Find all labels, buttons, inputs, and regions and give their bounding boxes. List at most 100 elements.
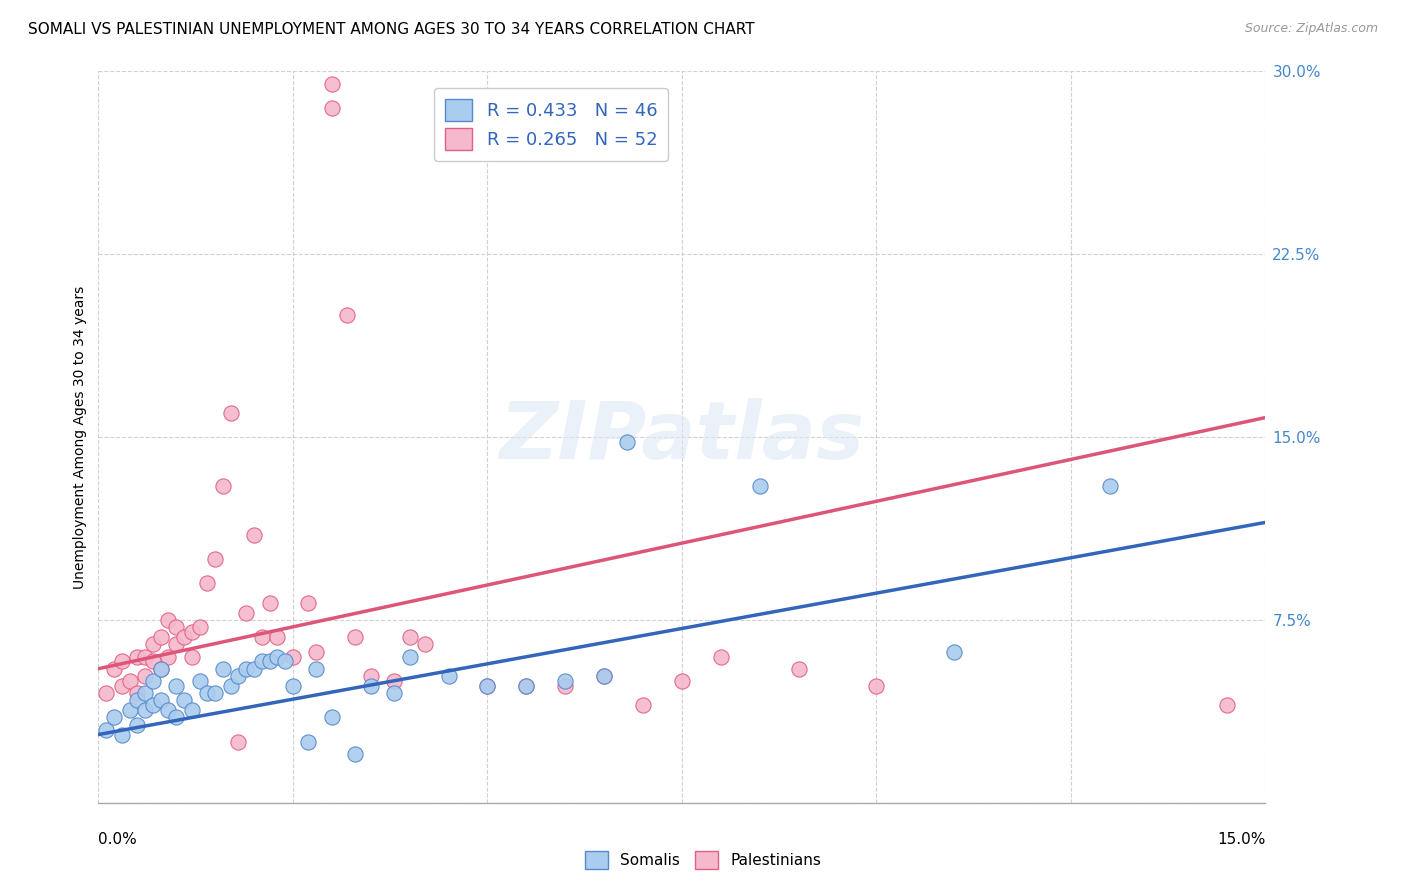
- Point: [142, 673, 165, 688]
- Point: [344, 747, 367, 761]
- Point: [360, 679, 382, 693]
- Point: [235, 662, 257, 676]
- Point: [616, 434, 638, 449]
- Point: [118, 673, 141, 688]
- Point: [165, 620, 187, 634]
- Point: [173, 630, 195, 644]
- Point: [344, 630, 367, 644]
- Point: [127, 686, 149, 700]
- Point: [188, 673, 211, 688]
- Point: [235, 606, 257, 620]
- Point: [157, 649, 180, 664]
- Point: [149, 630, 172, 644]
- Point: [188, 620, 211, 634]
- Point: [228, 735, 250, 749]
- Legend: R = 0.433   N = 46, R = 0.265   N = 52: R = 0.433 N = 46, R = 0.265 N = 52: [434, 87, 668, 161]
- Point: [118, 703, 141, 717]
- Point: [103, 710, 125, 724]
- Point: [321, 77, 343, 91]
- Point: [180, 703, 202, 717]
- Point: [165, 637, 187, 651]
- Point: [297, 596, 319, 610]
- Point: [134, 669, 156, 683]
- Point: [250, 654, 273, 668]
- Point: [281, 649, 304, 664]
- Point: [204, 552, 226, 566]
- Point: [103, 662, 125, 676]
- Point: [149, 693, 172, 707]
- Text: ZIPatlas: ZIPatlas: [499, 398, 865, 476]
- Point: [149, 662, 172, 676]
- Point: [228, 669, 250, 683]
- Point: [127, 649, 149, 664]
- Point: [212, 479, 235, 493]
- Point: [219, 679, 242, 693]
- Point: [149, 662, 172, 676]
- Point: [336, 308, 359, 322]
- Point: [477, 679, 499, 693]
- Point: [180, 625, 202, 640]
- Point: [437, 669, 460, 683]
- Point: [274, 654, 297, 668]
- Point: [477, 679, 499, 693]
- Point: [1098, 479, 1121, 493]
- Point: [111, 654, 134, 668]
- Point: [266, 649, 288, 664]
- Point: [321, 710, 343, 724]
- Point: [243, 527, 266, 541]
- Point: [554, 673, 576, 688]
- Point: [134, 686, 156, 700]
- Point: [631, 698, 654, 713]
- Point: [195, 576, 218, 591]
- Y-axis label: Unemployment Among Ages 30 to 34 years: Unemployment Among Ages 30 to 34 years: [73, 285, 87, 589]
- Point: [943, 645, 966, 659]
- Point: [593, 669, 616, 683]
- Point: [281, 679, 304, 693]
- Point: [787, 662, 810, 676]
- Point: [266, 630, 288, 644]
- Point: [865, 679, 887, 693]
- Point: [243, 662, 266, 676]
- Point: [157, 613, 180, 627]
- Text: 0.0%: 0.0%: [98, 832, 138, 847]
- Point: [1215, 698, 1237, 713]
- Point: [413, 637, 436, 651]
- Text: Source: ZipAtlas.com: Source: ZipAtlas.com: [1244, 22, 1378, 36]
- Point: [593, 669, 616, 683]
- Point: [515, 679, 537, 693]
- Point: [157, 703, 180, 717]
- Point: [111, 727, 134, 741]
- Point: [321, 101, 343, 115]
- Point: [134, 703, 156, 717]
- Point: [554, 679, 576, 693]
- Point: [382, 686, 405, 700]
- Point: [180, 649, 202, 664]
- Point: [250, 630, 273, 644]
- Point: [212, 662, 235, 676]
- Point: [398, 649, 420, 664]
- Point: [382, 673, 405, 688]
- Point: [142, 637, 165, 651]
- Point: [305, 662, 328, 676]
- Point: [297, 735, 319, 749]
- Point: [219, 406, 242, 420]
- Point: [259, 654, 281, 668]
- Point: [398, 630, 420, 644]
- Point: [165, 679, 187, 693]
- Text: 15.0%: 15.0%: [1218, 832, 1265, 847]
- Point: [96, 723, 118, 737]
- Point: [142, 698, 165, 713]
- Point: [710, 649, 733, 664]
- Point: [360, 669, 382, 683]
- Point: [96, 686, 118, 700]
- Point: [127, 718, 149, 732]
- Legend: Somalis, Palestinians: Somalis, Palestinians: [579, 845, 827, 875]
- Point: [195, 686, 218, 700]
- Point: [748, 479, 770, 493]
- Text: SOMALI VS PALESTINIAN UNEMPLOYMENT AMONG AGES 30 TO 34 YEARS CORRELATION CHART: SOMALI VS PALESTINIAN UNEMPLOYMENT AMONG…: [28, 22, 755, 37]
- Point: [111, 679, 134, 693]
- Point: [204, 686, 226, 700]
- Point: [165, 710, 187, 724]
- Point: [173, 693, 195, 707]
- Point: [127, 693, 149, 707]
